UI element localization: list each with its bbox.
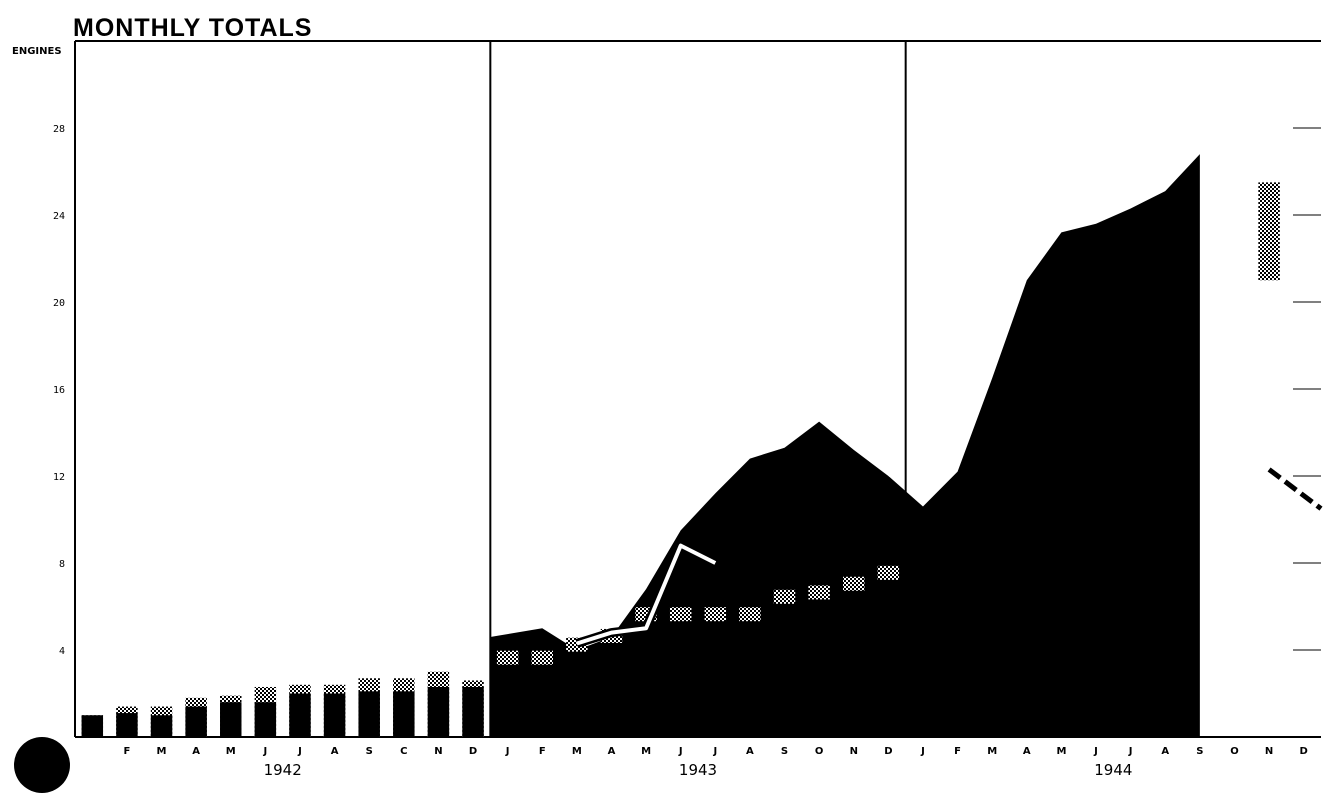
month-tick-label: A xyxy=(1023,746,1031,757)
dashed-series-line xyxy=(1267,467,1323,511)
month-tick-label: J xyxy=(297,746,302,757)
year-label: 1942 xyxy=(264,761,302,779)
hatched-segment xyxy=(669,607,692,622)
month-tick-label: C xyxy=(400,746,407,757)
month-tick-label: N xyxy=(850,746,858,757)
month-tick-label: D xyxy=(1300,746,1308,757)
y-tick-label: 4 xyxy=(59,646,65,657)
y-tick-label: 28 xyxy=(53,124,65,135)
month-tick-label: F xyxy=(123,746,130,757)
y-tick-label: 16 xyxy=(53,385,65,396)
month-tick-label: N xyxy=(434,746,442,757)
month-tick-label: M xyxy=(641,746,651,757)
chart-title: MONTHLY TOTALS xyxy=(73,14,312,42)
bar-solid xyxy=(358,691,380,737)
month-tick-label: J xyxy=(920,746,925,757)
month-tick-label: A xyxy=(608,746,616,757)
y-tick-label: 20 xyxy=(53,298,65,309)
hatched-segment xyxy=(1258,182,1280,281)
month-tick-label: A xyxy=(192,746,200,757)
month-tick-label: O xyxy=(815,746,824,757)
hatched-segment xyxy=(773,589,796,604)
bar-solid xyxy=(289,693,311,737)
bar-solid xyxy=(150,715,173,737)
month-tick-label: S xyxy=(366,746,373,757)
hatched-segment xyxy=(704,607,727,622)
month-tick-label: S xyxy=(781,746,788,757)
y-tick-label: 8 xyxy=(59,559,65,570)
hatched-segment xyxy=(739,607,761,622)
month-tick-label: F xyxy=(539,746,546,757)
month-tick-label: A xyxy=(331,746,339,757)
bar-solid xyxy=(116,713,138,737)
bar-solid xyxy=(81,715,104,737)
bar-solid xyxy=(254,702,277,737)
month-tick-label: J xyxy=(1093,746,1098,757)
month-tick-label: J xyxy=(262,746,267,757)
y-tick-label: 12 xyxy=(53,472,65,483)
month-tick-label: D xyxy=(469,746,477,757)
y-tick-label: 24 xyxy=(53,211,65,222)
month-tick-label: M xyxy=(987,746,997,757)
month-tick-label: J xyxy=(1128,746,1133,757)
year-label: 1943 xyxy=(679,761,717,779)
bar-solid xyxy=(185,706,207,737)
month-tick-label: D xyxy=(884,746,892,757)
month-tick-label: M xyxy=(1056,746,1066,757)
hatched-segment xyxy=(877,565,900,580)
hatched-segment xyxy=(496,650,519,665)
punch-hole-mark xyxy=(14,737,70,793)
month-tick-label: M xyxy=(226,746,236,757)
month-tick-label: A xyxy=(746,746,754,757)
area-solid xyxy=(490,154,1200,738)
month-tick-label: J xyxy=(678,746,683,757)
month-tick-label: F xyxy=(954,746,961,757)
month-tick-label: A xyxy=(1161,746,1169,757)
y-axis-unit-label: ENGINES xyxy=(12,46,62,57)
bar-solid xyxy=(220,702,242,737)
month-tick-label: J xyxy=(712,746,717,757)
bar-solid xyxy=(393,691,415,737)
month-tick-label: J xyxy=(505,746,510,757)
outline-series-line xyxy=(576,543,717,646)
month-tick-label: O xyxy=(1230,746,1239,757)
plot-area: 4 8 12 16 20 24 28 F M A M J J A S C N D J F M A M J J A S O N D J F M A M… xyxy=(53,40,1323,779)
month-tick-label: S xyxy=(1196,746,1203,757)
hatched-segment xyxy=(808,585,830,600)
bar-solid xyxy=(427,686,450,737)
bar-solid xyxy=(462,686,484,737)
hatched-segment xyxy=(843,576,865,591)
bar-solid xyxy=(323,693,346,737)
hatched-segment xyxy=(531,650,553,665)
month-tick-label: M xyxy=(157,746,167,757)
month-tick-label: N xyxy=(1265,746,1273,757)
year-label: 1944 xyxy=(1094,761,1132,779)
month-tick-label: M xyxy=(572,746,582,757)
